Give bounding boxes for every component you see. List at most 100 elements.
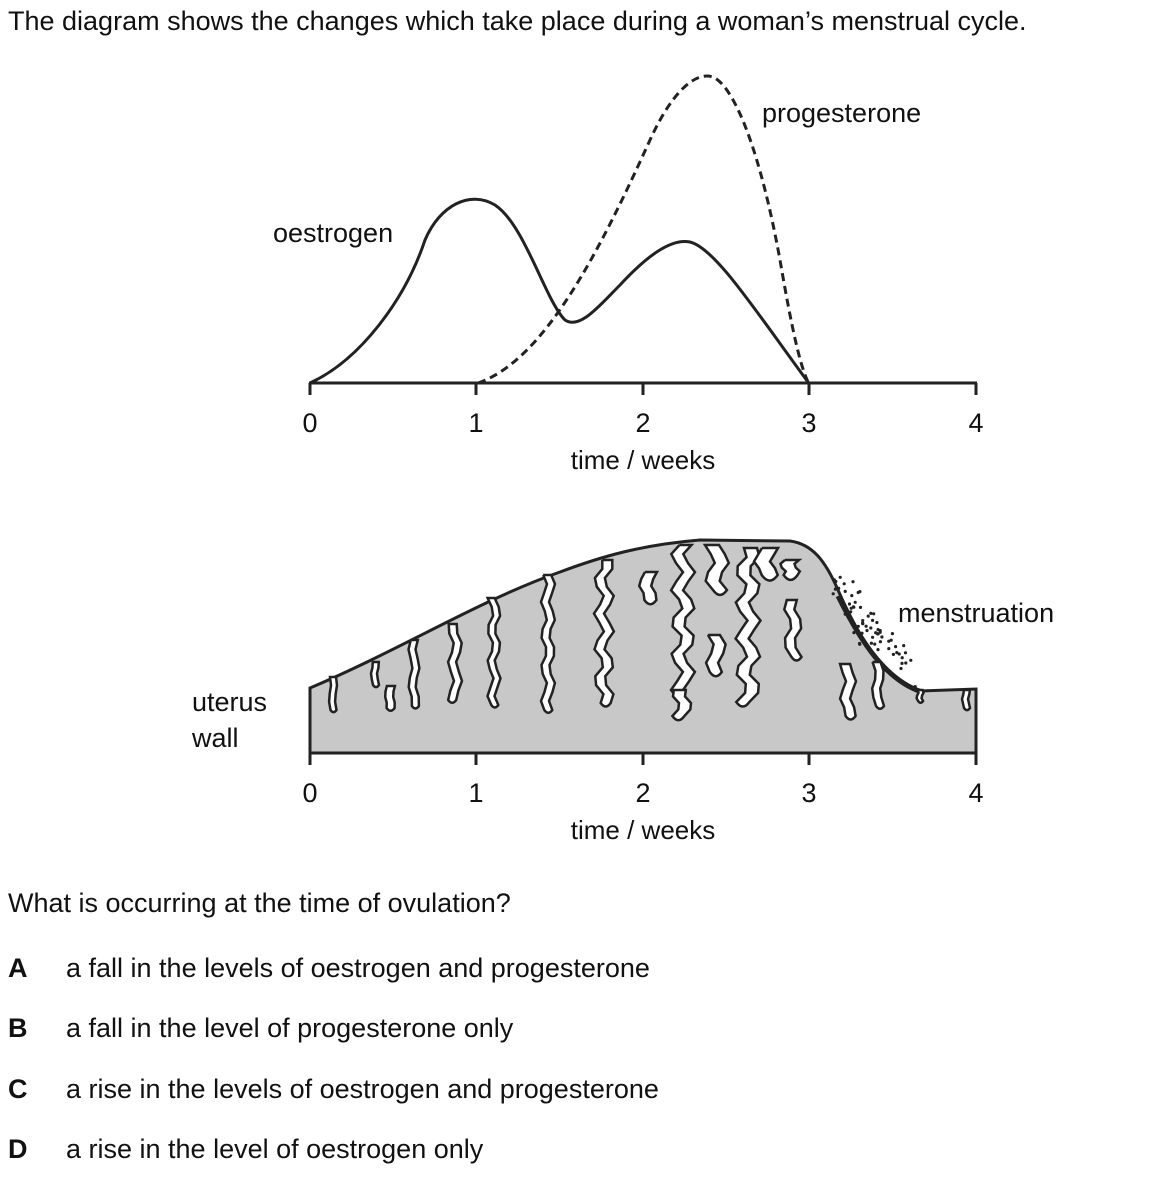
hormone-x-axis-label: time / weeks [571, 445, 716, 475]
gland [779, 558, 803, 582]
uterus-wall-label-line1: uterus [192, 687, 267, 717]
blood-dot [903, 651, 908, 655]
blood-dot [849, 610, 853, 614]
gland [734, 546, 763, 708]
hormone-tick-label: 0 [302, 408, 317, 438]
blood-dot [831, 592, 835, 596]
blood-dot [895, 651, 899, 655]
blood-dot [894, 645, 898, 649]
blood-dot [908, 685, 912, 689]
blood-dot [899, 666, 903, 671]
gland [704, 633, 727, 678]
blood-dot [869, 626, 873, 630]
blood-dot [852, 631, 856, 635]
progesterone-curve [477, 74, 810, 385]
hormone-tick-label: 3 [801, 408, 816, 438]
menstrual-blood-dots [831, 575, 917, 689]
option-letter: B [8, 1013, 28, 1043]
option-letter: D [8, 1134, 28, 1164]
blood-dot [843, 612, 847, 616]
uterus-x-axis-label: time / weeks [571, 815, 716, 845]
gland [702, 543, 731, 597]
blood-dot [853, 600, 857, 604]
blood-dot [900, 656, 904, 660]
blood-dot [833, 587, 838, 591]
uterus-tick-label: 2 [635, 778, 650, 808]
blood-dot [887, 647, 891, 651]
blood-dot [887, 639, 891, 643]
gland [870, 660, 886, 711]
blood-dot [878, 629, 882, 633]
gland [670, 688, 693, 722]
gland [539, 573, 557, 715]
blood-dot [909, 658, 913, 662]
hormone-tick-label: 1 [468, 408, 483, 438]
gland [327, 675, 339, 714]
option-text: a fall in the levels of oestrogen and pr… [66, 953, 650, 983]
blood-dot [869, 611, 873, 616]
gland [752, 546, 781, 582]
hormone-tick-label: 2 [635, 408, 650, 438]
uterine-glands [327, 543, 972, 722]
blood-dot [871, 618, 875, 623]
gland [446, 622, 464, 705]
intro-text: The diagram shows the changes which take… [8, 6, 1027, 36]
blood-dot [866, 614, 870, 618]
gland [960, 688, 972, 712]
blood-dot [871, 635, 875, 639]
blood-dot [869, 641, 874, 645]
blood-dot [889, 638, 893, 642]
blood-dot [856, 624, 860, 628]
uterus-tick-label: 0 [302, 778, 317, 808]
blood-dot [900, 661, 904, 666]
blood-dot [837, 586, 841, 590]
progesterone-label: progesterone [762, 98, 921, 128]
blood-dot [858, 605, 863, 610]
blood-dot [842, 582, 846, 586]
hormone-graph: 0 1 2 3 4 time / weeks oestrogen progest… [273, 74, 984, 475]
blood-dot [858, 590, 862, 594]
blood-dot [838, 575, 842, 579]
option-letter: C [8, 1074, 28, 1104]
blood-dot [865, 628, 869, 633]
blood-dot [860, 631, 864, 635]
blood-dot [884, 667, 888, 671]
blood-dot [847, 614, 851, 619]
uterus-tick-label: 3 [801, 778, 816, 808]
blood-dot [861, 637, 865, 641]
blood-dot [850, 594, 854, 598]
blood-dot [891, 652, 896, 657]
menstruation-label: menstruation [898, 598, 1054, 628]
hormone-tick-label: 4 [968, 408, 983, 438]
blood-dot [872, 612, 876, 616]
menstrual-cycle-diagram: 0 1 2 3 4 time / weeks oestrogen progest… [191, 74, 1054, 845]
gland [383, 684, 397, 713]
uterus-graph: 0 1 2 3 4 time / weeks uterus wall menst… [191, 538, 1054, 845]
blood-dot [843, 589, 847, 594]
oestrogen-curve [309, 197, 810, 385]
blood-dot [873, 642, 877, 646]
option-text: a rise in the levels of oestrogen and pr… [66, 1074, 659, 1104]
blood-dot [861, 619, 865, 623]
gland [407, 638, 421, 710]
uterus-tick-label: 1 [468, 778, 483, 808]
blood-dot [897, 652, 901, 656]
oestrogen-label: oestrogen [273, 218, 393, 248]
gland [915, 688, 925, 704]
blood-dot [890, 632, 895, 636]
option-text: a rise in the level of oestrogen only [66, 1134, 484, 1164]
gland [369, 660, 381, 689]
blood-dot [904, 661, 908, 665]
blood-dot [851, 605, 856, 609]
blood-dot [880, 635, 884, 639]
uterus-tick-label: 4 [968, 778, 983, 808]
blood-dot [864, 624, 868, 628]
gland [485, 596, 502, 709]
blood-dot [876, 648, 880, 652]
blood-dot [913, 685, 917, 689]
gland [592, 558, 616, 708]
question-text: What is occurring at the time of ovulati… [8, 888, 511, 918]
